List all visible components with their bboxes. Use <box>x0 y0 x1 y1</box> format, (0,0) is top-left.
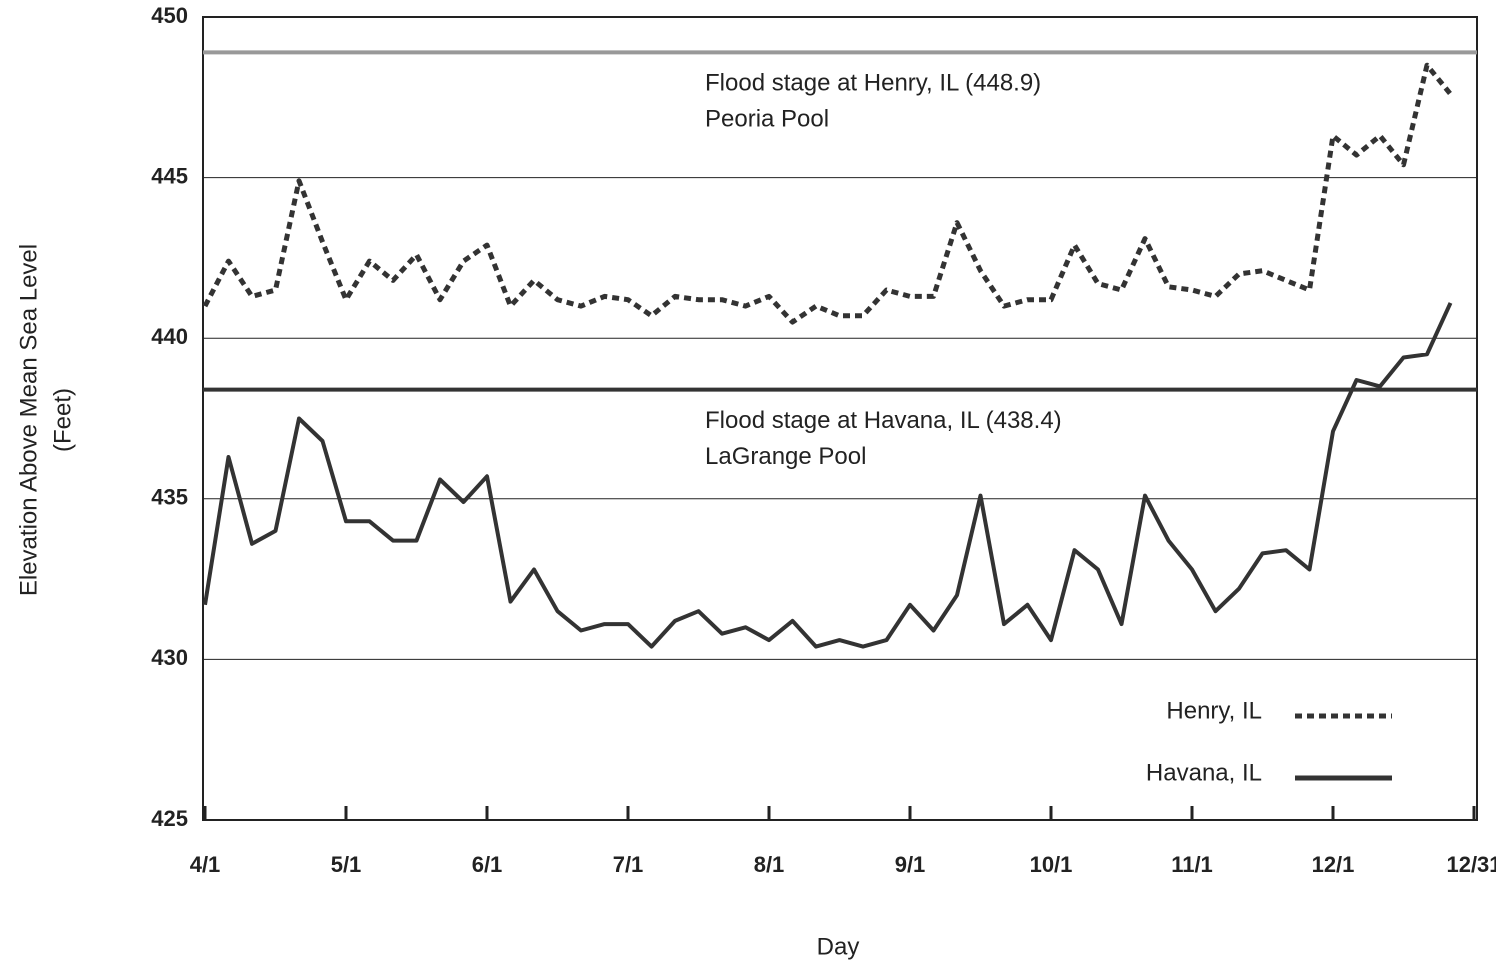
annotation: LaGrange Pool <box>705 443 866 470</box>
y-tick-label: 450 <box>151 3 188 28</box>
x-tick-label: 12/31 <box>1446 852 1496 877</box>
x-tick-label: 11/1 <box>1171 852 1213 877</box>
x-tick-label: 5/1 <box>331 852 362 877</box>
legend-label: Havana, IL <box>1146 759 1262 786</box>
y-axis-title: (Feet) <box>49 388 76 452</box>
x-tick-label: 7/1 <box>613 852 644 877</box>
y-tick-label: 435 <box>151 485 188 510</box>
x-axis-title: Day <box>817 933 860 960</box>
y-axis-title: Elevation Above Mean Sea Level <box>15 244 42 596</box>
x-tick-label: 12/1 <box>1312 852 1355 877</box>
x-tick-label: 9/1 <box>895 852 926 877</box>
x-tick-label: 10/1 <box>1030 852 1073 877</box>
data-line <box>202 62 1453 325</box>
annotation: Flood stage at Henry, IL (448.9) <box>705 70 1041 97</box>
legend-label: Henry, IL <box>1166 697 1262 724</box>
y-tick-label: 425 <box>151 806 188 831</box>
x-tick-label: 4/1 <box>190 852 221 877</box>
y-tick-label: 445 <box>151 163 188 188</box>
y-tick-label: 440 <box>151 324 188 349</box>
x-tick-label: 8/1 <box>754 852 785 877</box>
y-tick-label: 430 <box>151 645 188 670</box>
annotation: Flood stage at Havana, IL (438.4) <box>705 407 1062 434</box>
x-tick-label: 6/1 <box>472 852 503 877</box>
annotation: Peoria Pool <box>705 106 829 133</box>
data-line <box>203 302 1453 649</box>
